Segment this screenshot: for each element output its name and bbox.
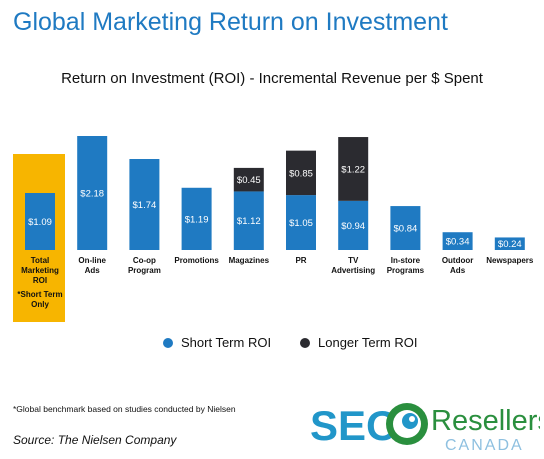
logo-swirl-icon — [386, 403, 428, 445]
data-label-short-9: $0.24 — [498, 239, 522, 250]
tick-label-3: Promotions — [174, 256, 219, 265]
tick-label-2: Co-op Program — [128, 256, 161, 275]
data-label-short-1: $2.18 — [80, 189, 104, 200]
footnote: *Global benchmark based on studies condu… — [13, 404, 236, 414]
tick-label-0: Total Marketing ROI *Short Term Only — [17, 256, 62, 309]
source-note: Source: The Nielsen Company — [13, 433, 177, 447]
data-label-long-5: $0.85 — [289, 168, 313, 179]
logo-seo-text: SEO — [310, 402, 399, 449]
tick-label-7: In-store Programs — [387, 256, 425, 275]
legend-long-label: Longer Term ROI — [318, 335, 418, 350]
legend-long-term: Longer Term ROI — [300, 335, 417, 350]
bar-short-1 — [77, 136, 108, 250]
legend-short-term: Short Term ROI — [163, 335, 271, 350]
bar-short-8 — [442, 232, 473, 250]
bar-long-6 — [338, 137, 369, 201]
chart-title: Return on Investment (ROI) - Incremental… — [61, 70, 483, 87]
bar-short-3 — [181, 187, 212, 250]
bar-short-6 — [338, 200, 369, 250]
logo-resellers-text: Resellers — [431, 405, 540, 437]
logo-country-text: CANADA — [445, 437, 524, 454]
tick-label-5: PR — [295, 256, 306, 265]
bar-short-9 — [494, 237, 525, 250]
data-label-short-3: $1.19 — [185, 214, 209, 225]
tick-label-8: Outdoor Ads — [442, 256, 474, 275]
data-label-short-5: $1.05 — [289, 218, 313, 229]
bar-short-4 — [233, 191, 264, 250]
tick-label-9: Newspapers — [486, 256, 534, 265]
data-label-short-7: $0.84 — [394, 224, 418, 235]
tick-label-4: Magazines — [229, 256, 270, 265]
bar-short-7 — [390, 206, 421, 250]
data-label-short-4: $1.12 — [237, 216, 261, 227]
bar-long-4 — [233, 167, 264, 192]
bar-long-5 — [286, 150, 316, 196]
long-term-swatch — [300, 337, 310, 348]
page-title: Global Marketing Return on Investment — [13, 8, 448, 36]
short-term-swatch — [163, 337, 173, 348]
bar-short-0 — [25, 193, 55, 250]
roi-chart: $1.09 Total Marketing ROI *Short Term Only $2.… — [13, 136, 534, 322]
data-label-short-6: $0.94 — [341, 221, 365, 232]
tick-label-6: TV Advertising — [331, 256, 375, 275]
data-label-short-8: $0.34 — [446, 237, 470, 248]
bar-short-2 — [129, 159, 160, 250]
data-label-long-4: $0.45 — [237, 175, 261, 186]
bar-short-5 — [286, 195, 316, 250]
data-label-long-6: $1.22 — [341, 164, 365, 175]
data-label-short-0: $1.09 — [28, 217, 52, 228]
legend-short-label: Short Term ROI — [181, 335, 272, 350]
data-label-short-2: $1.74 — [133, 200, 157, 211]
tick-label-1: On-line Ads — [78, 256, 106, 275]
seo-resellers-logo: SEO Resellers CANADA — [310, 402, 540, 454]
